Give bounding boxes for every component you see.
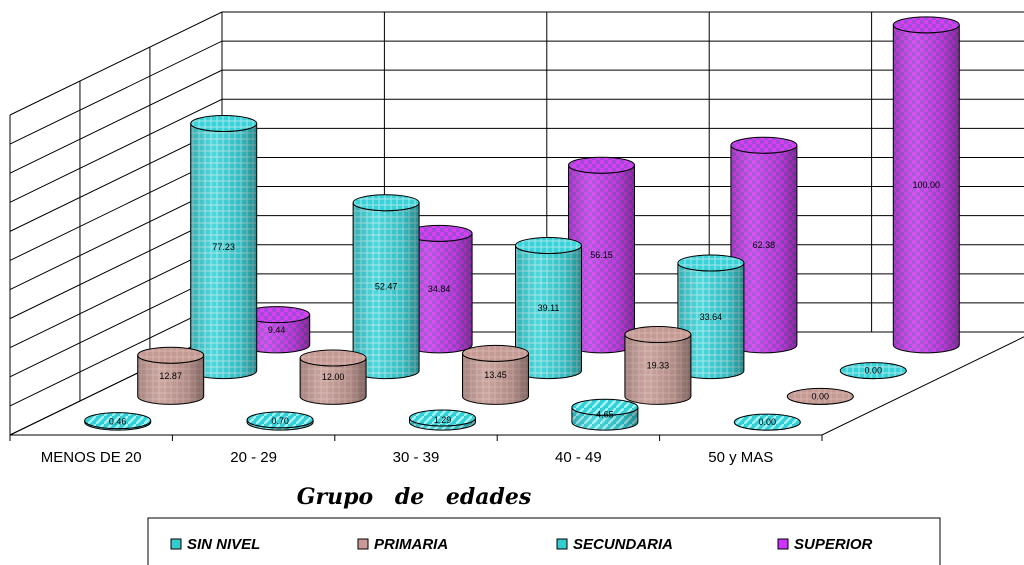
legend-item: SIN NIVEL xyxy=(170,536,260,553)
data-label: 52.47 xyxy=(375,282,398,292)
bar: 0.46 xyxy=(84,412,152,431)
data-label: 39.11 xyxy=(538,303,560,313)
data-label: 0.00 xyxy=(759,417,777,427)
bar: 33.64 xyxy=(677,254,745,380)
bar-top xyxy=(352,194,420,212)
legend-swatch xyxy=(357,538,369,550)
bar: 34.84 xyxy=(405,224,473,354)
bar: 1.29 xyxy=(409,409,476,431)
bar: 0.00 xyxy=(839,362,907,380)
data-label: 100.00 xyxy=(913,180,941,190)
x-tick-label: MENOS DE 20 xyxy=(41,449,142,466)
data-label: 4.65 xyxy=(596,410,614,420)
bar-top xyxy=(190,114,258,132)
data-label: 19.33 xyxy=(647,360,670,370)
bar: 77.23 xyxy=(190,114,258,380)
bar: 0.70 xyxy=(246,411,314,431)
legend-label: SECUNDARIA xyxy=(573,536,673,553)
legend-item: SUPERIOR xyxy=(777,536,873,553)
data-label: 56.15 xyxy=(590,250,613,260)
bar-top xyxy=(730,136,798,154)
bar-top xyxy=(462,344,529,362)
x-tick-labels: MENOS DE 20 20 - 29 30 - 39 40 - 49 50 y MAS xyxy=(41,449,774,466)
bar-top xyxy=(571,398,639,416)
legend-swatch xyxy=(777,538,789,550)
data-label: 9.44 xyxy=(268,325,286,335)
bar: 13.45 xyxy=(462,344,529,405)
data-label: 12.87 xyxy=(159,371,182,381)
x-axis-title: Grupo de edades xyxy=(297,484,532,510)
x-tick-label: 50 y MAS xyxy=(708,449,773,466)
bar: 62.38 xyxy=(730,136,798,354)
bar: 19.33 xyxy=(624,326,692,405)
bar: 4.65 xyxy=(571,398,639,431)
bar: 39.11 xyxy=(515,236,582,380)
data-label: 13.45 xyxy=(484,370,507,380)
legend-label: SUPERIOR xyxy=(794,536,873,553)
chart-bars: 9.44 34.84 56.15 62.38 100.00 77.23 52.47 39.11… xyxy=(84,16,960,431)
legend: SIN NIVEL PRIMARIA SECUNDARIA SUPERIOR xyxy=(147,517,941,565)
data-label: 77.23 xyxy=(212,242,235,252)
data-label: 33.64 xyxy=(700,312,723,322)
legend-swatch xyxy=(170,538,182,550)
bar-top xyxy=(515,236,582,254)
data-label: 1.29 xyxy=(434,415,452,425)
data-label: 0.70 xyxy=(271,416,289,426)
bar-top xyxy=(299,349,367,367)
data-label: 62.38 xyxy=(753,240,776,250)
legend-item: PRIMARIA xyxy=(357,536,448,553)
x-tick-label: 20 - 29 xyxy=(230,449,277,466)
legend-label: PRIMARIA xyxy=(374,536,448,553)
bar: 9.44 xyxy=(243,306,311,354)
bar-top xyxy=(733,413,801,431)
legend-label: SIN NIVEL xyxy=(187,536,260,553)
bar: 0.00 xyxy=(733,413,801,431)
bar: 100.00 xyxy=(892,16,960,354)
data-label: 0.46 xyxy=(109,416,127,426)
data-label: 0.00 xyxy=(812,391,830,401)
bar: 12.87 xyxy=(137,346,205,405)
bar: 56.15 xyxy=(568,156,635,354)
bar-top xyxy=(677,254,745,272)
bar-top xyxy=(246,411,314,429)
bar-top xyxy=(409,409,476,427)
x-tick-label: 30 - 39 xyxy=(393,449,440,466)
legend-swatch xyxy=(556,538,568,550)
legend-item: SECUNDARIA xyxy=(556,536,673,553)
bar-top xyxy=(892,16,960,34)
bar: 12.00 xyxy=(299,349,367,405)
bar-top xyxy=(624,326,692,344)
x-tick-label: 40 - 49 xyxy=(555,449,602,466)
bar-top xyxy=(568,156,635,174)
bar: 52.47 xyxy=(352,194,420,380)
bar-top xyxy=(786,387,854,405)
data-label: 34.84 xyxy=(428,284,451,294)
bar: 0.00 xyxy=(786,387,854,405)
bar-top xyxy=(137,346,205,364)
bar-top xyxy=(839,362,907,380)
bar-top xyxy=(84,412,152,430)
data-label: 12.00 xyxy=(322,372,345,382)
data-label: 0.00 xyxy=(865,366,883,376)
